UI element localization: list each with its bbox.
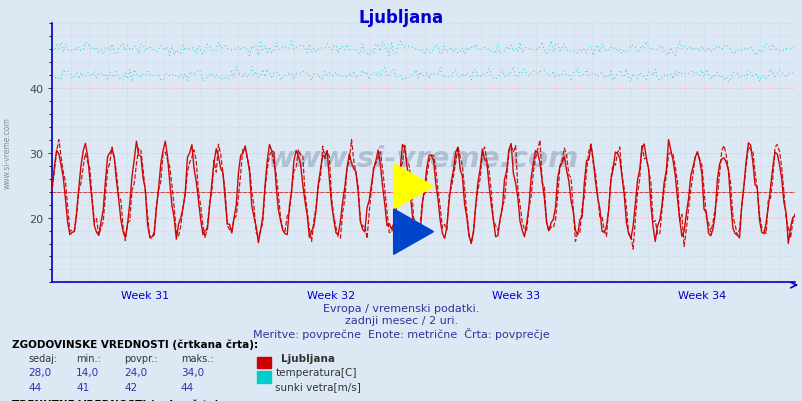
Polygon shape	[393, 209, 433, 255]
Text: Ljubljana: Ljubljana	[358, 9, 444, 27]
Text: 28,0: 28,0	[28, 367, 51, 377]
Text: 14,0: 14,0	[76, 367, 99, 377]
Polygon shape	[393, 164, 433, 209]
Text: 34,0: 34,0	[180, 367, 204, 377]
Text: 24,0: 24,0	[124, 367, 148, 377]
Text: Ljubljana: Ljubljana	[281, 353, 334, 363]
Text: 42: 42	[124, 382, 138, 392]
Text: 41: 41	[76, 382, 90, 392]
Text: 44: 44	[180, 382, 194, 392]
Text: sedaj:: sedaj:	[28, 353, 57, 363]
Text: Week 32: Week 32	[306, 291, 354, 301]
Text: Week 33: Week 33	[492, 291, 540, 301]
Text: maks.:: maks.:	[180, 353, 213, 363]
Text: 44: 44	[28, 382, 42, 392]
Text: sunki vetra[m/s]: sunki vetra[m/s]	[275, 382, 361, 392]
Text: TRENUTNE VREDNOSTI (polna črta):: TRENUTNE VREDNOSTI (polna črta):	[12, 399, 223, 401]
Text: Meritve: povprečne  Enote: metrične  Črta: povprečje: Meritve: povprečne Enote: metrične Črta:…	[253, 327, 549, 339]
Text: Week 31: Week 31	[121, 291, 169, 301]
Text: temperatura[C]: temperatura[C]	[275, 367, 356, 377]
Text: povpr.:: povpr.:	[124, 353, 158, 363]
Text: Week 34: Week 34	[677, 291, 725, 301]
Text: Evropa / vremenski podatki.: Evropa / vremenski podatki.	[323, 303, 479, 313]
Text: ZGODOVINSKE VREDNOSTI (črtkana črta):: ZGODOVINSKE VREDNOSTI (črtkana črta):	[12, 339, 258, 349]
Text: www.si-vreme.com: www.si-vreme.com	[268, 145, 578, 172]
Text: www.si-vreme.com: www.si-vreme.com	[2, 117, 11, 188]
Text: min.:: min.:	[76, 353, 101, 363]
Text: zadnji mesec / 2 uri.: zadnji mesec / 2 uri.	[345, 315, 457, 325]
